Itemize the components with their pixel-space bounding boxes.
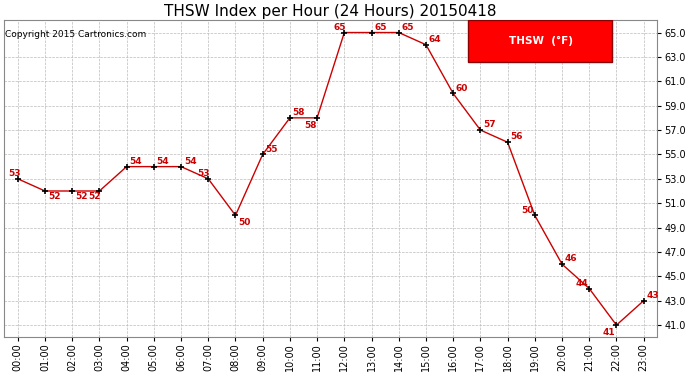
Text: 53: 53 bbox=[8, 169, 21, 178]
Text: Copyright 2015 Cartronics.com: Copyright 2015 Cartronics.com bbox=[6, 30, 147, 39]
Text: 54: 54 bbox=[157, 157, 169, 166]
Text: 65: 65 bbox=[402, 23, 414, 32]
Text: 44: 44 bbox=[575, 279, 588, 288]
Title: THSW Index per Hour (24 Hours) 20150418: THSW Index per Hour (24 Hours) 20150418 bbox=[164, 4, 497, 19]
Text: 65: 65 bbox=[374, 23, 387, 32]
Text: 41: 41 bbox=[602, 328, 615, 337]
Text: 54: 54 bbox=[184, 157, 197, 166]
Text: 58: 58 bbox=[304, 121, 317, 130]
Text: 50: 50 bbox=[238, 218, 250, 227]
Text: 50: 50 bbox=[521, 206, 533, 214]
Text: 52: 52 bbox=[75, 192, 88, 201]
Text: 53: 53 bbox=[197, 169, 210, 178]
Text: 52: 52 bbox=[48, 192, 60, 201]
Text: 52: 52 bbox=[88, 192, 101, 201]
Text: THSW  (°F): THSW (°F) bbox=[509, 36, 573, 46]
Text: 54: 54 bbox=[130, 157, 142, 166]
Text: 57: 57 bbox=[483, 120, 496, 129]
Text: 46: 46 bbox=[565, 254, 578, 263]
Text: 58: 58 bbox=[293, 108, 305, 117]
Text: 56: 56 bbox=[511, 132, 523, 141]
Text: 55: 55 bbox=[266, 145, 278, 154]
Text: 60: 60 bbox=[456, 84, 469, 93]
Text: 65: 65 bbox=[333, 23, 346, 32]
FancyBboxPatch shape bbox=[468, 20, 611, 62]
Text: 43: 43 bbox=[647, 291, 659, 300]
Text: 64: 64 bbox=[428, 35, 442, 44]
